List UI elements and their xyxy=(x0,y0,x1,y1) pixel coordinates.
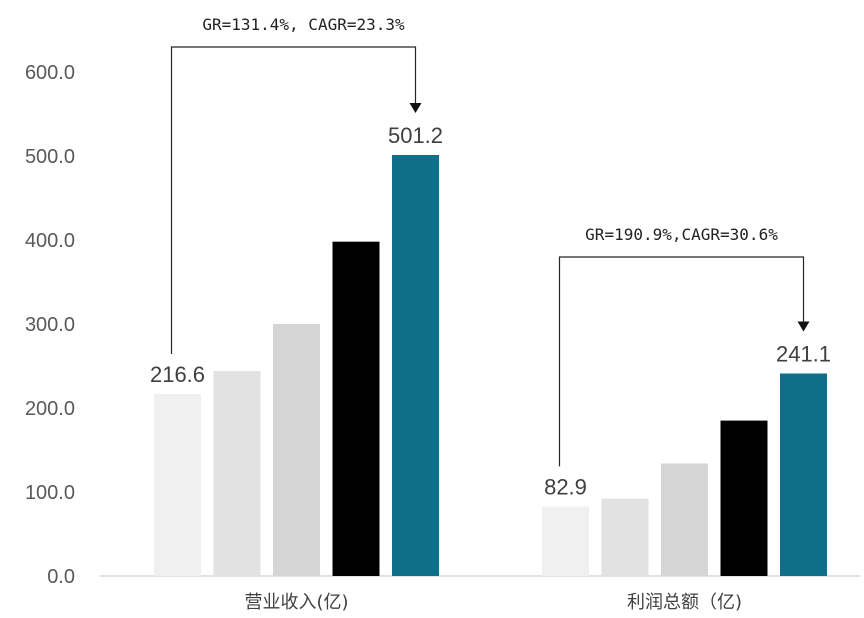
data-label-g1-b0: 82.9 xyxy=(544,474,587,499)
growth-bracket-1 xyxy=(558,256,805,467)
y-tick-label-6: 600.0 xyxy=(25,62,75,84)
growth-arrowhead-1 xyxy=(797,321,810,332)
bar-g1-b3 xyxy=(720,420,768,576)
bar-g0-b3 xyxy=(332,241,380,576)
bars xyxy=(154,154,827,576)
y-tick-label-3: 300.0 xyxy=(25,314,75,336)
bar-g0-b0 xyxy=(154,394,201,576)
y-axis: 0.0 100.0 200.0 300.0 400.0 500.0 600.0 xyxy=(25,62,75,588)
growth-annotation-text-0: GR=131.4%, CAGR=23.3% xyxy=(202,15,405,34)
bar-g1-b4 xyxy=(780,373,827,576)
bar-g1-b1 xyxy=(601,498,649,576)
x-category-label-1: 利润总额（亿) xyxy=(627,592,742,613)
data-label-g0-b0: 216.6 xyxy=(150,362,205,387)
bar-g1-b2 xyxy=(661,463,708,576)
y-tick-label-5: 500.0 xyxy=(25,146,75,168)
bar-g1-b0 xyxy=(542,506,589,576)
bar-g0-b4 xyxy=(392,154,439,576)
x-axis-categories: 营业收入(亿) 利润总额（亿) xyxy=(244,592,742,613)
growth-annotations: GR=131.4%, CAGR=23.3% GR=190.9%,CAGR=30.6… xyxy=(170,15,810,467)
bar-g0-b1 xyxy=(213,371,261,576)
y-tick-label-2: 200.0 xyxy=(25,398,75,420)
data-labels: 216.6 501.2 82.9 241.1 xyxy=(150,123,831,499)
data-label-g1-b4: 241.1 xyxy=(776,341,831,366)
growth-bracket-0 xyxy=(170,46,417,355)
x-category-label-0: 营业收入(亿) xyxy=(244,592,348,613)
y-tick-label-1: 100.0 xyxy=(25,482,75,504)
data-label-g0-b4: 501.2 xyxy=(388,123,443,148)
growth-arrowhead-0 xyxy=(409,102,422,113)
y-tick-label-4: 400.0 xyxy=(25,230,75,252)
bar-g0-b2 xyxy=(273,324,320,576)
y-tick-label-0: 0.0 xyxy=(47,566,75,588)
growth-annotation-text-1: GR=190.9%,CAGR=30.6% xyxy=(585,225,778,244)
